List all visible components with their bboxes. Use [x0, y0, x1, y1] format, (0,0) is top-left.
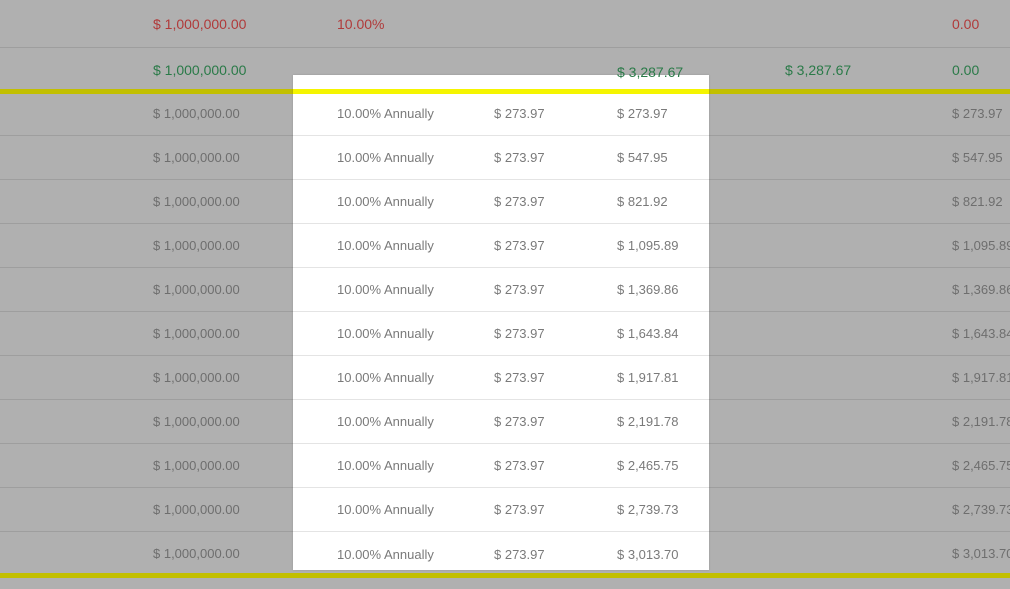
- row-daily: $ 273.97: [494, 106, 545, 121]
- row-cumulative: $ 1,095.89: [617, 238, 679, 253]
- row-balance: $ 3,013.70: [952, 546, 1010, 561]
- row-balance: $ 2,191.78: [952, 414, 1010, 429]
- row-balance: $ 2,739.73: [952, 502, 1010, 517]
- row-amount: $ 1,000,000.00: [153, 502, 240, 517]
- spotlight-row: 10.00% Annually $ 273.97 $ 547.95: [293, 136, 709, 180]
- row-balance: $ 547.95: [952, 150, 1003, 165]
- row-daily: $ 273.97: [494, 326, 545, 341]
- interest-schedule-table: $ 1,000,000.00 10.00% 0.00 $ 1,000,000.0…: [0, 0, 1010, 92]
- spotlight-highlight-line: [293, 89, 709, 94]
- highlight-line-bottom: [0, 573, 1010, 578]
- row-daily: $ 273.97: [494, 414, 545, 429]
- row-daily: $ 273.97: [494, 282, 545, 297]
- spotlight-row: 10.00% Annually $ 273.97 $ 2,465.75: [293, 444, 709, 488]
- row-amount: $ 1,000,000.00: [153, 106, 240, 121]
- total-balance: 0.00: [952, 62, 980, 78]
- row-amount: $ 1,000,000.00: [153, 370, 240, 385]
- summary-amount: $ 1,000,000.00: [153, 15, 247, 32]
- row-balance: $ 1,095.89: [952, 238, 1010, 253]
- row-cumulative: $ 2,465.75: [617, 458, 679, 473]
- row-amount: $ 1,000,000.00: [153, 194, 240, 209]
- row-amount: $ 1,000,000.00: [153, 238, 240, 253]
- spotlight-row: 10.00% Annually $ 273.97 $ 2,739.73: [293, 488, 709, 532]
- row-cumulative: $ 3,013.70: [617, 546, 679, 562]
- row-daily: $ 273.97: [494, 546, 545, 562]
- row-cumulative: $ 1,917.81: [617, 370, 679, 385]
- row-amount: $ 1,000,000.00: [153, 326, 240, 341]
- row-cumulative: $ 273.97: [617, 106, 668, 121]
- row-rate: 10.00% Annually: [337, 326, 434, 341]
- row-rate: 10.00% Annually: [337, 458, 434, 473]
- row-daily: $ 273.97: [494, 194, 545, 209]
- summary-row-red: $ 1,000,000.00 10.00% 0.00: [0, 0, 1010, 48]
- summary-row-green: $ 1,000,000.00 $ 3,287.67 0.00: [0, 48, 1010, 92]
- row-balance: $ 2,465.75: [952, 458, 1010, 473]
- spotlight-row: 10.00% Annually $ 273.97 $ 1,643.84: [293, 312, 709, 356]
- row-cumulative: $ 1,369.86: [617, 282, 679, 297]
- row-rate: 10.00% Annually: [337, 238, 434, 253]
- row-daily: $ 273.97: [494, 502, 545, 517]
- row-balance: $ 1,369.86: [952, 282, 1010, 297]
- row-cumulative: $ 2,739.73: [617, 502, 679, 517]
- spotlight-row: 10.00% Annually $ 273.97 $ 821.92: [293, 180, 709, 224]
- row-daily: $ 273.97: [494, 238, 545, 253]
- row-daily: $ 273.97: [494, 150, 545, 165]
- row-rate: 10.00% Annually: [337, 194, 434, 209]
- summary-rate: 10.00%: [337, 15, 385, 32]
- row-balance: $ 273.97: [952, 106, 1003, 121]
- row-amount: $ 1,000,000.00: [153, 546, 240, 561]
- spotlight-row: 10.00% Annually $ 273.97 $ 1,917.81: [293, 356, 709, 400]
- total-accrued: $ 3,287.67: [617, 64, 684, 80]
- spotlight-row: 10.00% Annually $ 273.97 $ 273.97: [293, 92, 709, 136]
- row-daily: $ 273.97: [494, 370, 545, 385]
- row-amount: $ 1,000,000.00: [153, 150, 240, 165]
- row-cumulative: $ 2,191.78: [617, 414, 679, 429]
- spotlight-row: 10.00% Annually $ 273.97 $ 2,191.78: [293, 400, 709, 444]
- row-balance: $ 1,643.84: [952, 326, 1010, 341]
- row-amount: $ 1,000,000.00: [153, 414, 240, 429]
- row-rate: 10.00% Annually: [337, 106, 434, 121]
- row-cumulative: $ 1,643.84: [617, 326, 679, 341]
- row-rate: 10.00% Annually: [337, 414, 434, 429]
- row-balance: $ 1,917.81: [952, 370, 1010, 385]
- spotlight-row: 10.00% Annually $ 273.97 $ 1,369.86: [293, 268, 709, 312]
- row-rate: 10.00% Annually: [337, 546, 434, 562]
- total-accrued-secondary: $ 3,287.67: [785, 62, 852, 78]
- row-rate: 10.00% Annually: [337, 370, 434, 385]
- row-amount: $ 1,000,000.00: [153, 282, 240, 297]
- row-balance: $ 821.92: [952, 194, 1003, 209]
- row-cumulative: $ 821.92: [617, 194, 668, 209]
- spotlight-row: 10.00% Annually $ 273.97 $ 3,013.70: [293, 532, 709, 576]
- row-daily: $ 273.97: [494, 458, 545, 473]
- spotlight-row: 10.00% Annually $ 273.97 $ 1,095.89: [293, 224, 709, 268]
- summary-balance: 0.00: [952, 15, 980, 32]
- row-rate: 10.00% Annually: [337, 502, 434, 517]
- row-rate: 10.00% Annually: [337, 150, 434, 165]
- row-cumulative: $ 547.95: [617, 150, 668, 165]
- row-amount: $ 1,000,000.00: [153, 458, 240, 473]
- row-rate: 10.00% Annually: [337, 282, 434, 297]
- total-amount: $ 1,000,000.00: [153, 62, 247, 78]
